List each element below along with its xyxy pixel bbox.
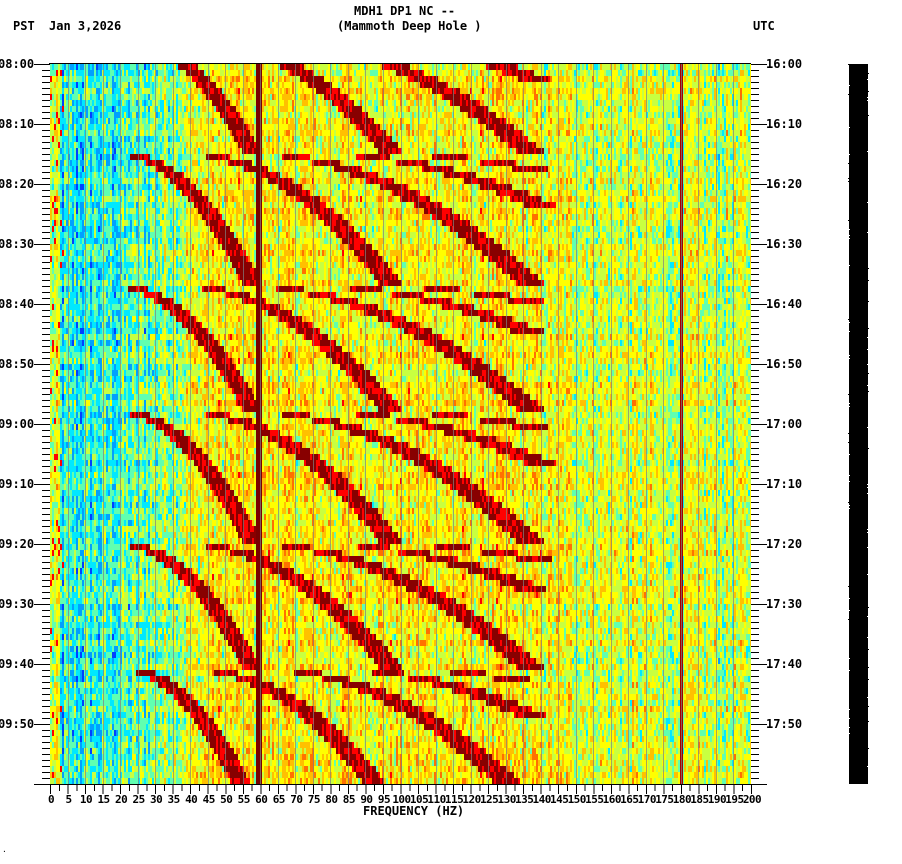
y-tick-label-left: 09:00 — [0, 418, 34, 431]
x-tick-label: 120 — [462, 794, 480, 806]
color-scale-bar — [849, 64, 868, 784]
x-tick-label: 200 — [743, 794, 761, 806]
y-tick-label-right: 17:30 — [766, 598, 802, 611]
y-tick-label-left: 08:00 — [0, 58, 34, 71]
x-tick-label: 145 — [550, 794, 568, 806]
y-tick-label-right: 17:40 — [766, 658, 802, 671]
y-tick-label-right: 17:00 — [766, 418, 802, 431]
y-tick-label-right: 16:50 — [766, 358, 802, 371]
x-tick-label: 140 — [533, 794, 551, 806]
y-tick-label-left: 09:20 — [0, 538, 34, 551]
y-tick-label-right: 16:10 — [766, 118, 802, 131]
x-tick-label: 0 — [48, 794, 54, 806]
x-tick-label: 150 — [568, 794, 586, 806]
left-timezone-label: PST — [13, 20, 35, 33]
x-tick-label: 155 — [585, 794, 603, 806]
x-tick-label: 45 — [203, 794, 215, 806]
y-tick-label-left: 08:10 — [0, 118, 34, 131]
x-tick-label: 80 — [325, 794, 337, 806]
y-tick-label-right: 16:00 — [766, 58, 802, 71]
site-subtitle: (Mammoth Deep Hole ) — [337, 20, 482, 33]
x-tick-label: 35 — [168, 794, 180, 806]
x-tick-label: 185 — [690, 794, 708, 806]
x-tick-label: 170 — [638, 794, 656, 806]
x-tick-label: 195 — [725, 794, 743, 806]
x-tick-label: 10 — [80, 794, 92, 806]
x-tick-label: 85 — [343, 794, 355, 806]
corner-mark: · — [2, 848, 7, 856]
date-label: Jan 3,2026 — [49, 20, 121, 33]
x-tick-label: 175 — [655, 794, 673, 806]
x-tick-label: 75 — [308, 794, 320, 806]
y-tick-label-right: 17:20 — [766, 538, 802, 551]
x-tick-label: 65 — [273, 794, 285, 806]
x-axis-title: FREQUENCY (HZ) — [363, 805, 464, 818]
x-tick-label: 5 — [65, 794, 71, 806]
x-tick-label: 20 — [115, 794, 127, 806]
y-tick-label-right: 16:30 — [766, 238, 802, 251]
x-tick-label: 125 — [480, 794, 498, 806]
x-tick-label: 190 — [708, 794, 726, 806]
y-tick-label-left: 09:10 — [0, 478, 34, 491]
y-tick-label-right: 16:20 — [766, 178, 802, 191]
y-tick-label-right: 17:10 — [766, 478, 802, 491]
x-tick-label: 60 — [255, 794, 267, 806]
x-tick-label: 15 — [97, 794, 109, 806]
y-tick-label-left: 08:20 — [0, 178, 34, 191]
y-tick-label-left: 08:30 — [0, 238, 34, 251]
x-tick-label: 25 — [133, 794, 145, 806]
spectrogram-plot — [50, 64, 751, 784]
x-tick-label: 55 — [238, 794, 250, 806]
y-tick-label-left: 09:50 — [0, 718, 34, 731]
x-tick-label: 40 — [185, 794, 197, 806]
x-tick-label: 130 — [497, 794, 515, 806]
x-tick-label: 50 — [220, 794, 232, 806]
x-tick-label: 180 — [673, 794, 691, 806]
x-tick-label: 70 — [290, 794, 302, 806]
x-tick-label: 135 — [515, 794, 533, 806]
y-tick-label-left: 08:40 — [0, 298, 34, 311]
x-tick-label: 30 — [150, 794, 162, 806]
y-tick-label-left: 09:30 — [0, 598, 34, 611]
y-tick-label-left: 09:40 — [0, 658, 34, 671]
y-tick-label-right: 16:40 — [766, 298, 802, 311]
right-timezone-label: UTC — [753, 20, 775, 33]
station-title: MDH1 DP1 NC -- — [354, 5, 455, 18]
x-tick-label: 165 — [620, 794, 638, 806]
y-tick-label-left: 08:50 — [0, 358, 34, 371]
y-tick-label-right: 17:50 — [766, 718, 802, 731]
x-tick-label: 160 — [603, 794, 621, 806]
